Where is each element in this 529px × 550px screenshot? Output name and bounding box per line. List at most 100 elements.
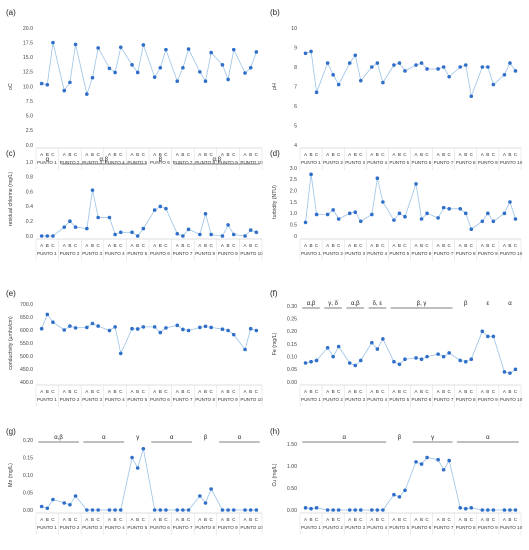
data-point — [458, 207, 463, 211]
x-sub-label: B — [508, 517, 511, 522]
data-point — [118, 45, 123, 50]
x-sub-label: A — [198, 243, 202, 248]
data-point — [85, 226, 89, 231]
data-point — [480, 508, 485, 512]
data-point — [51, 320, 55, 325]
x-sub-label: A — [459, 243, 463, 248]
x-sub-label: B — [68, 152, 71, 157]
x-sub-label: B — [249, 389, 252, 394]
x-group-label: PUNTO 7 — [173, 525, 193, 530]
x-sub-label: C — [74, 389, 78, 394]
y-tick-label: 0.8 — [26, 175, 33, 181]
data-point — [68, 324, 72, 328]
data-point — [73, 42, 78, 47]
y-tick-label: 0.10 — [23, 473, 33, 479]
x-sub-label: A — [63, 243, 67, 248]
y-tick-label: 17.5 — [23, 40, 33, 46]
data-point — [45, 312, 50, 317]
x-group-label: PUNTO 9 — [478, 525, 498, 530]
data-point — [419, 357, 424, 362]
x-sub-label: B — [398, 517, 401, 522]
x-group-label: PUNTO 3 — [82, 397, 102, 402]
data-point — [68, 80, 72, 85]
data-point — [158, 65, 163, 70]
data-point — [164, 508, 168, 512]
y-tick-label: 1.5 — [290, 200, 297, 206]
data-point — [419, 217, 424, 221]
data-point — [325, 346, 330, 350]
x-sub-label: B — [442, 152, 445, 157]
x-sub-label: C — [315, 517, 319, 522]
series-line — [41, 448, 257, 511]
x-sub-label: A — [40, 389, 44, 394]
data-point — [353, 210, 358, 214]
data-point — [135, 70, 140, 75]
data-point — [158, 508, 163, 512]
data-point — [90, 321, 95, 326]
x-group-label: PUNTO 3 — [82, 525, 102, 530]
data-point — [62, 328, 67, 332]
x-group-label: PUNTO 10 — [500, 251, 523, 256]
y-tick-label: 9 — [294, 45, 297, 51]
y-tick-label: 7.5 — [26, 99, 33, 105]
data-point — [441, 65, 446, 69]
data-point — [491, 219, 496, 224]
series-line — [305, 457, 516, 511]
data-point — [231, 47, 236, 52]
x-sub-label: A — [304, 243, 308, 248]
data-point — [175, 323, 180, 328]
x-sub-label: B — [91, 517, 94, 522]
x-sub-label: C — [359, 517, 363, 522]
data-point — [254, 508, 259, 512]
x-sub-label: B — [354, 152, 357, 157]
x-group-label: PUNTO 3 — [82, 251, 102, 256]
x-sub-label: C — [381, 152, 385, 157]
x-sub-label: B — [46, 517, 49, 522]
data-point — [107, 215, 112, 220]
x-sub-label: C — [492, 152, 496, 157]
x-group-label: PUNTO 4 — [105, 251, 125, 256]
data-point — [107, 328, 112, 333]
x-sub-label: B — [442, 517, 445, 522]
data-point — [73, 326, 78, 330]
x-sub-label: A — [63, 389, 67, 394]
x-sub-label: A — [244, 389, 248, 394]
data-point — [130, 63, 134, 67]
panel-label: (d) — [270, 149, 280, 158]
x-sub-label: C — [470, 152, 474, 157]
data-point — [181, 65, 185, 70]
y-tick-label: 0.4 — [26, 204, 33, 210]
x-group-label: PUNTO 4 — [105, 397, 125, 402]
x-group-label: PUNTO 10 — [500, 525, 523, 530]
x-sub-label: C — [209, 517, 213, 522]
x-group-label: PUNTO 6 — [412, 397, 432, 402]
x-sub-label: B — [91, 152, 94, 157]
x-sub-label: B — [204, 243, 207, 248]
data-point — [513, 217, 518, 221]
data-point — [309, 359, 313, 364]
x-sub-label: C — [164, 517, 168, 522]
x-sub-label: A — [85, 389, 89, 394]
x-sub-label: A — [392, 152, 396, 157]
x-sub-label: A — [348, 517, 352, 522]
data-point — [96, 46, 100, 50]
data-point — [358, 78, 363, 83]
data-point — [113, 508, 117, 512]
y-tick-label: 0.20 — [23, 438, 33, 444]
series-line — [305, 330, 516, 374]
x-sub-label: B — [68, 243, 71, 248]
data-point — [375, 176, 380, 180]
data-point — [85, 325, 89, 330]
x-sub-label: B — [486, 243, 489, 248]
x-sub-label: A — [198, 152, 202, 157]
data-point — [325, 212, 330, 217]
data-point — [73, 225, 78, 229]
x-group-label: PUNTO 8 — [456, 251, 476, 256]
y-tick-label: 2.5 — [290, 177, 297, 183]
data-point — [248, 65, 253, 70]
x-sub-label: A — [348, 152, 352, 157]
x-group-label: PUNTO 5 — [389, 160, 409, 165]
x-sub-label: B — [181, 389, 184, 394]
y-axis-label: Fe (mg/L) — [272, 332, 278, 355]
significance-label: β — [204, 435, 208, 441]
